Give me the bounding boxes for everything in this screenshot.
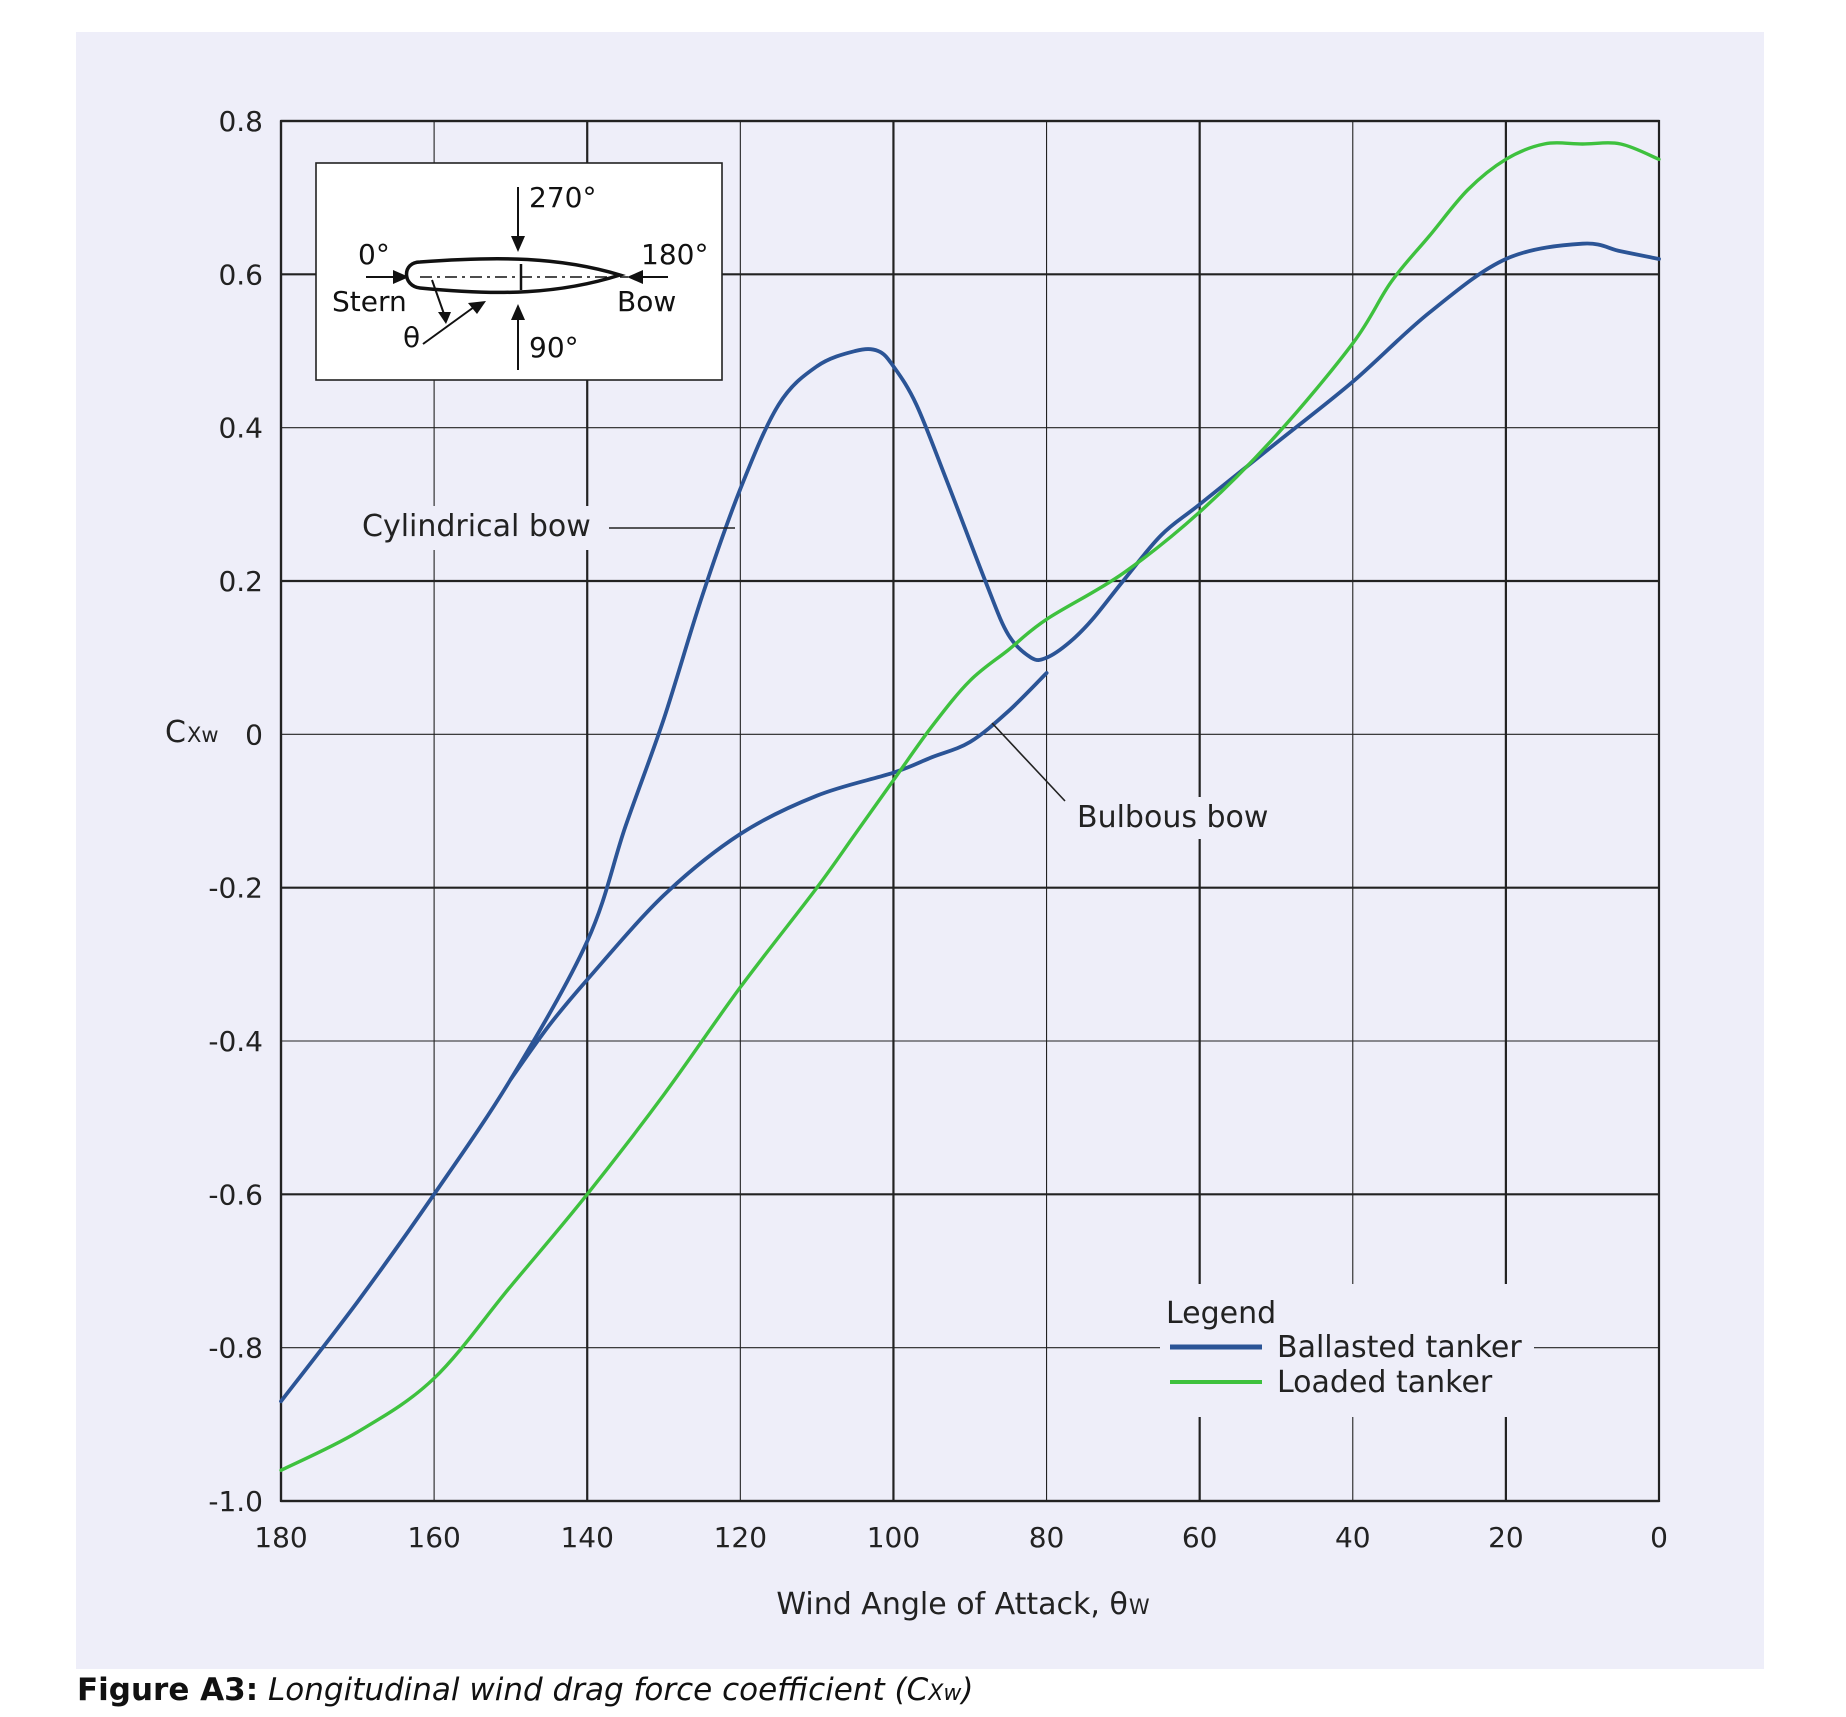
y-tick--0.6: -0.6 (208, 1178, 263, 1211)
y-tick-0: 0 (245, 718, 263, 751)
ship-orientation-inset: 270° 90° 0° Stern 180° Bow θ (315, 162, 723, 381)
x-tick-80: 80 (1029, 1521, 1065, 1554)
inset-stern-label: Stern (332, 285, 407, 318)
ship-hull-outline (404, 256, 626, 295)
y-tick-0.4: 0.4 (218, 412, 263, 445)
caption-close: ) (961, 1672, 974, 1708)
plot-frame (279, 119, 1661, 1503)
y-tick-labels: 0.8 0.6 0.4 0.2 0 -0.2 -0.4 -0.6 -0.8 -1.0 (208, 105, 263, 1518)
y-tick-0.6: 0.6 (218, 258, 263, 291)
x-tick-120: 120 (714, 1521, 767, 1554)
arrow-90-icon (511, 304, 525, 320)
legend-entry-ballasted: Ballasted tanker (1277, 1330, 1522, 1365)
series-ballasted-bulbous-bow (508, 671, 1049, 1082)
x-tick-40: 40 (1335, 1521, 1371, 1554)
arrow-180-icon (627, 270, 643, 284)
y-tick--0.2: -0.2 (208, 872, 263, 905)
inset-90-label: 90° (529, 331, 579, 364)
x-tick-60: 60 (1182, 1521, 1218, 1554)
y-axis-label: CXw (165, 715, 219, 750)
inset-theta-label: θ (403, 321, 420, 354)
series-loaded-tanker (279, 141, 1661, 1472)
caption-text: Longitudinal wind drag force coefficient… (268, 1672, 929, 1708)
caption-subscript: Xw (928, 1681, 962, 1706)
y-tick-0.8: 0.8 (218, 105, 263, 138)
x-tick-labels: 180 160 140 120 100 80 60 40 20 0 (254, 1521, 1668, 1554)
legend: Legend Ballasted tanker Loaded tanker (1160, 1284, 1534, 1417)
annotation-cylindrical-bow-label: Cylindrical bow (362, 509, 591, 544)
x-axis-label: Wind Angle of Attack, θW (776, 1587, 1150, 1622)
x-tick-0: 0 (1650, 1521, 1668, 1554)
figure-caption: Figure A3: Longitudinal wind drag force … (77, 1672, 973, 1708)
chart: 180 160 140 120 100 80 60 40 20 0 0.8 0.6 0.4 0.2 0 -0… (76, 32, 1764, 1669)
caption-label: Figure A3: (77, 1672, 259, 1708)
series-lines (279, 141, 1661, 1472)
theta-angle-arrow-icon (438, 312, 451, 324)
annotation-bulbous-bow: Bulbous bow (991, 722, 1268, 839)
wind-direction-arrow-icon (468, 301, 486, 314)
legend-entry-loaded: Loaded tanker (1277, 1365, 1493, 1400)
annotation-bulbous-bow-label: Bulbous bow (1077, 800, 1268, 835)
legend-title: Legend (1166, 1296, 1276, 1331)
inset-180-label: 180° (641, 238, 708, 271)
x-tick-180: 180 (254, 1521, 307, 1554)
x-tick-20: 20 (1488, 1521, 1524, 1554)
inset-bow-label: Bow (617, 285, 676, 318)
x-tick-100: 100 (867, 1521, 920, 1554)
inset-270-label: 270° (529, 181, 596, 214)
y-tick--1.0: -1.0 (208, 1485, 263, 1518)
y-tick--0.8: -0.8 (208, 1332, 263, 1365)
series-ballasted-cylindrical-bow (279, 241, 1661, 1404)
inset-0-label: 0° (358, 238, 390, 271)
annotation-cylindrical-bow: Cylindrical bow (358, 506, 735, 550)
arrow-270-icon (511, 236, 525, 252)
x-tick-140: 140 (560, 1521, 613, 1554)
y-tick-0.2: 0.2 (218, 565, 263, 598)
y-tick--0.4: -0.4 (208, 1025, 263, 1058)
x-tick-160: 160 (407, 1521, 460, 1554)
arrow-0-icon (393, 270, 409, 284)
